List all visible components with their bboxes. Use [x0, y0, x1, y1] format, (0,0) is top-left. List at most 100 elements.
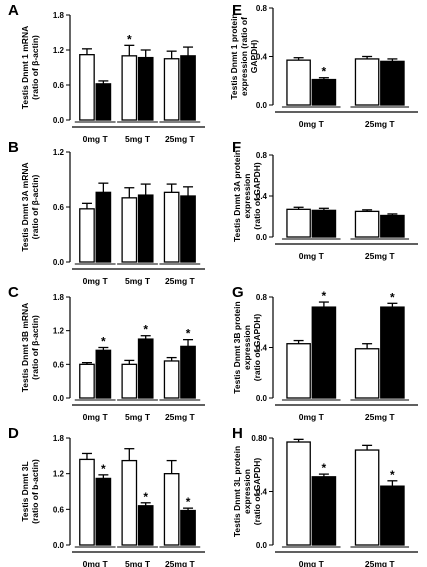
- y-tick-label: 0.0: [53, 394, 65, 403]
- y-axis-title-line: Testis Dnmt 3L: [20, 461, 30, 521]
- bar-treated: [137, 194, 154, 263]
- significance-star: *: [143, 323, 148, 337]
- y-tick-label: 0.4: [256, 53, 268, 62]
- panel-h: H Testis Dnmt 3L protein expression (ratio …: [232, 425, 418, 567]
- y-tick-label: 0.8: [256, 4, 268, 13]
- bar-control: [121, 197, 138, 263]
- significance-star: *: [322, 65, 327, 79]
- x-group-label: 0mg T: [299, 119, 325, 129]
- x-group-label: 25mg T: [165, 276, 196, 286]
- y-tick-label: 0.4: [256, 192, 268, 201]
- bar-treated: [311, 476, 337, 546]
- bar-treated: [180, 509, 196, 546]
- y-tick-label: 0.8: [256, 151, 268, 160]
- bar-control: [121, 363, 138, 399]
- significance-star: *: [390, 468, 395, 482]
- significance-star: *: [186, 327, 191, 341]
- y-tick-label: 0.6: [53, 203, 65, 212]
- significance-star: *: [127, 32, 132, 46]
- x-group-label: 25mg T: [165, 412, 196, 422]
- y-axis-title-line: (ratio of GAPDH): [252, 314, 262, 382]
- bar-control: [354, 210, 380, 238]
- bar-control: [121, 55, 138, 121]
- bar-treated: [137, 338, 154, 399]
- significance-star: *: [186, 495, 191, 509]
- y-axis-title-line: (ratio of b-actin): [30, 459, 40, 524]
- bar-treated: [311, 78, 337, 106]
- y-tick-label: 1.2: [53, 148, 65, 157]
- y-axis-title-line: GAPDH): [249, 40, 259, 74]
- bar-control: [79, 54, 95, 121]
- y-tick-label: 1.2: [53, 470, 65, 479]
- bar-treated: [311, 209, 337, 238]
- bar-control: [163, 473, 180, 546]
- x-group-label: 5mg T: [125, 134, 151, 144]
- y-tick-label: 1.8: [53, 11, 65, 20]
- panel-label-b: B: [8, 139, 19, 156]
- y-tick-label: 1.8: [53, 293, 65, 302]
- y-tick-label: 0.6: [53, 505, 65, 514]
- y-tick-label: 1.2: [53, 327, 65, 336]
- y-tick-label: 0.0: [53, 258, 65, 267]
- bar-treated: [95, 83, 112, 121]
- y-tick-label: 0.0: [53, 541, 65, 550]
- panel-label-g: G: [232, 284, 244, 301]
- x-group-label: 25mg T: [365, 251, 396, 261]
- bar-control: [163, 360, 180, 399]
- bar-control: [163, 191, 180, 263]
- bar-treated: [180, 195, 196, 263]
- bar-treated: [137, 56, 154, 121]
- y-tick-label: 0.0: [256, 233, 268, 242]
- y-axis-title-line: (ratio of β-actin): [30, 174, 40, 239]
- y-axis-title-line: expression: [242, 469, 252, 514]
- y-tick-label: 0.0: [256, 394, 268, 403]
- panel-label-c: C: [8, 284, 19, 301]
- significance-star: *: [322, 289, 327, 303]
- bar-treated: [380, 60, 405, 106]
- y-axis-title-line: expression (ratio of: [239, 17, 249, 96]
- bar-control: [79, 458, 95, 546]
- x-group-label: 5mg T: [125, 276, 151, 286]
- bar-control: [163, 58, 180, 121]
- panel-label-a: A: [8, 2, 19, 19]
- significance-star: *: [143, 490, 148, 504]
- x-group-label: 0mg T: [83, 276, 109, 286]
- y-axis-title-line: Testis Dnmt 3B mRNA: [20, 303, 30, 393]
- bar-treated: [380, 306, 405, 399]
- x-group-label: 0mg T: [83, 412, 109, 422]
- significance-star: *: [322, 461, 327, 475]
- panel-label-h: H: [232, 425, 243, 442]
- x-group-label: 0mg T: [299, 559, 325, 567]
- x-group-label: 25mg T: [365, 119, 396, 129]
- x-group-label: 25mg T: [165, 134, 196, 144]
- y-tick-label: 1.8: [53, 434, 65, 443]
- bar-treated: [380, 214, 405, 238]
- y-axis-title-line: (ratio of β-actin): [30, 315, 40, 380]
- y-tick-label: 0.8: [256, 293, 268, 302]
- bar-treated: [95, 191, 112, 263]
- y-axis-title-line: (ratio of GAPDH): [252, 458, 262, 526]
- x-group-label: 0mg T: [83, 134, 109, 144]
- y-axis-title-line: expression: [242, 325, 252, 370]
- y-axis-title-line: Testis Dnmt 1 protein: [229, 13, 239, 99]
- bar-control: [286, 441, 311, 546]
- y-tick-label: 0.6: [53, 81, 65, 90]
- bar-control: [286, 343, 311, 399]
- panel-d: D Testis Dnmt 3L (ratio of b-actin) 0.0 0.6 1…: [8, 425, 205, 567]
- y-tick-label: 0.0: [256, 101, 268, 110]
- y-axis-title-line: expression: [242, 174, 252, 219]
- x-group-label: 5mg T: [125, 559, 151, 567]
- bar-control: [286, 59, 311, 106]
- bar-control: [354, 449, 380, 546]
- panel-label-f: F: [232, 139, 241, 156]
- y-axis-title-line: Testis Dnmt 3B protein: [232, 301, 242, 393]
- y-tick-label: 0.80: [251, 434, 267, 443]
- bar-control: [79, 208, 95, 263]
- x-group-label: 25mg T: [165, 559, 196, 567]
- bar-control: [121, 459, 138, 546]
- x-group-label: 0mg T: [83, 559, 109, 567]
